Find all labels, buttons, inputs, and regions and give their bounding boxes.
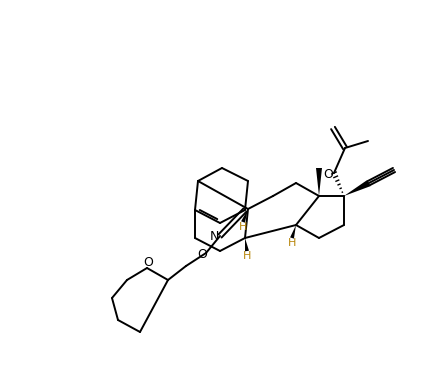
Polygon shape [316,168,322,196]
Text: H: H [288,238,296,248]
Polygon shape [241,209,248,223]
Text: O: O [197,248,207,262]
Polygon shape [344,180,371,196]
Text: O: O [143,256,153,269]
Polygon shape [245,238,249,251]
Text: H: H [239,222,247,232]
Text: H: H [243,251,251,261]
Text: N: N [209,230,219,244]
Polygon shape [290,225,296,238]
Text: O: O [323,167,333,180]
